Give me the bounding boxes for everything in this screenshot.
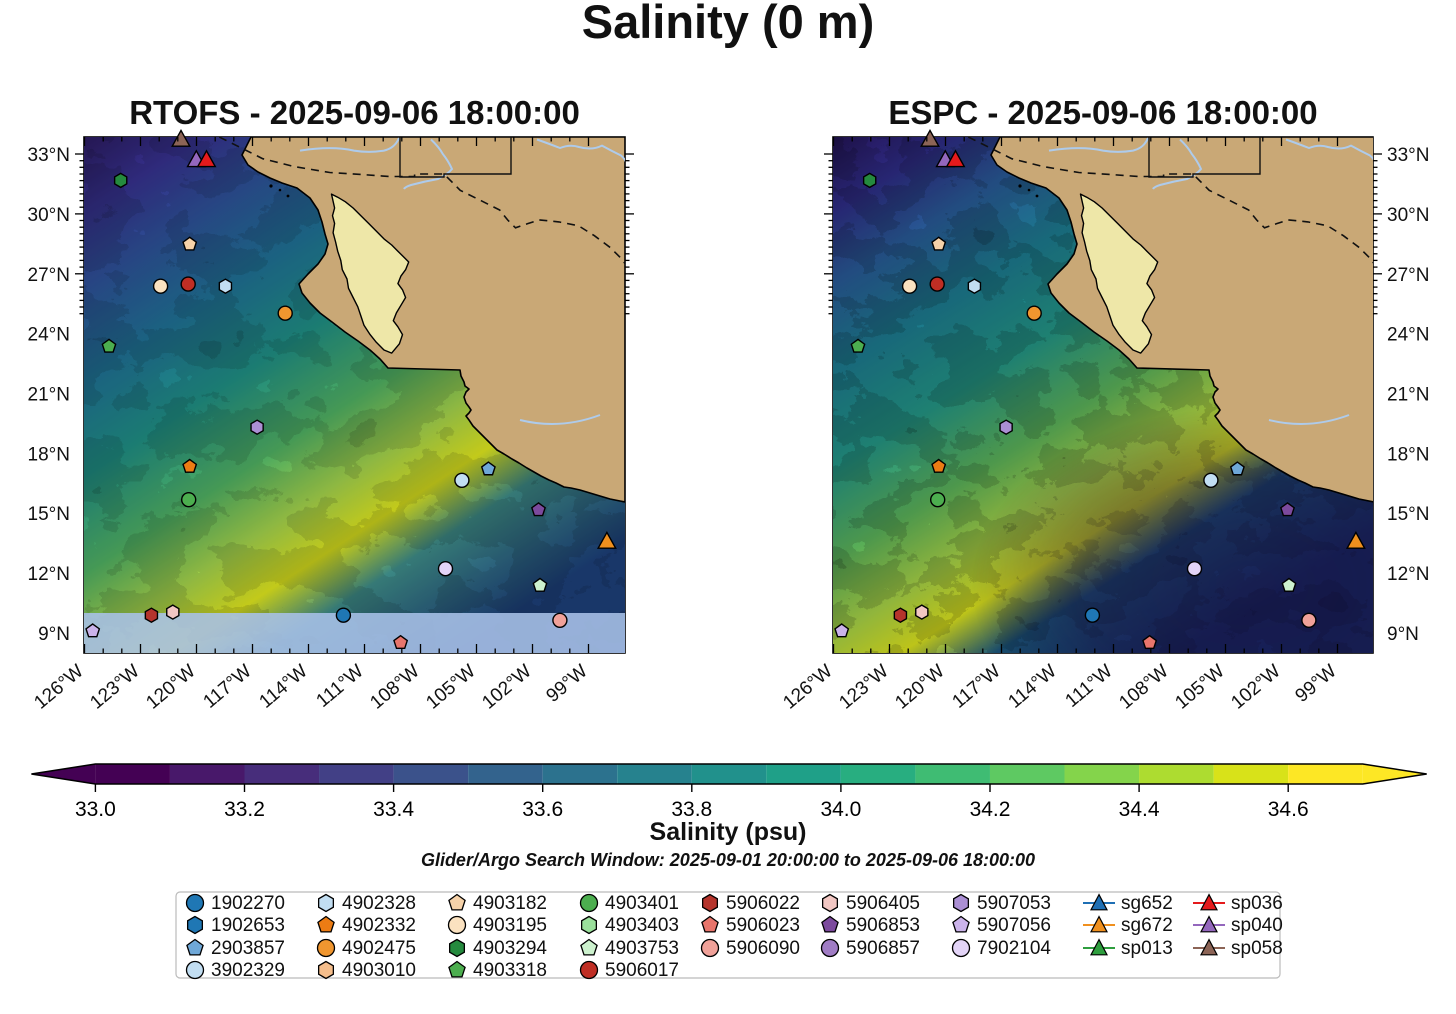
svg-text:18°N: 18°N bbox=[1387, 444, 1429, 465]
svg-text:102°W: 102°W bbox=[1227, 661, 1284, 714]
svg-text:5906022: 5906022 bbox=[726, 893, 800, 914]
svg-text:9°N: 9°N bbox=[1387, 624, 1419, 645]
svg-text:33.8: 33.8 bbox=[671, 798, 712, 821]
svg-text:4902332: 4902332 bbox=[342, 915, 416, 936]
svg-text:5906090: 5906090 bbox=[726, 938, 800, 959]
svg-text:7902104: 7902104 bbox=[977, 938, 1051, 959]
svg-text:sg672: sg672 bbox=[1121, 915, 1173, 936]
svg-text:99°W: 99°W bbox=[542, 661, 591, 707]
svg-text:33.6: 33.6 bbox=[522, 798, 563, 821]
svg-text:sp040: sp040 bbox=[1231, 915, 1283, 936]
svg-text:108°W: 108°W bbox=[1115, 661, 1172, 714]
svg-text:9°N: 9°N bbox=[38, 624, 70, 645]
svg-text:4903318: 4903318 bbox=[473, 960, 547, 981]
svg-text:34.4: 34.4 bbox=[1119, 798, 1160, 821]
svg-text:4903294: 4903294 bbox=[473, 938, 547, 959]
svg-text:5907053: 5907053 bbox=[977, 893, 1051, 914]
svg-text:5906853: 5906853 bbox=[846, 915, 920, 936]
svg-text:99°W: 99°W bbox=[1291, 661, 1340, 707]
svg-text:sp036: sp036 bbox=[1231, 893, 1283, 914]
svg-text:sg652: sg652 bbox=[1121, 893, 1173, 914]
svg-text:18°N: 18°N bbox=[28, 444, 70, 465]
svg-text:12°N: 12°N bbox=[28, 564, 70, 585]
svg-text:111°W: 111°W bbox=[1062, 661, 1117, 712]
svg-text:21°N: 21°N bbox=[28, 385, 70, 406]
svg-text:126°W: 126°W bbox=[779, 661, 836, 714]
svg-text:4903753: 4903753 bbox=[605, 938, 679, 959]
svg-text:27°N: 27°N bbox=[28, 265, 70, 286]
svg-text:102°W: 102°W bbox=[478, 661, 535, 714]
svg-text:3902329: 3902329 bbox=[211, 960, 285, 981]
svg-text:1902270: 1902270 bbox=[211, 893, 285, 914]
svg-text:5906405: 5906405 bbox=[846, 893, 920, 914]
svg-text:1902653: 1902653 bbox=[211, 915, 285, 936]
svg-text:120°W: 120°W bbox=[142, 661, 199, 714]
svg-text:5906023: 5906023 bbox=[726, 915, 800, 936]
svg-text:34.6: 34.6 bbox=[1268, 798, 1309, 821]
svg-text:2903857: 2903857 bbox=[211, 938, 285, 959]
svg-text:33°N: 33°N bbox=[28, 145, 70, 166]
svg-text:117°W: 117°W bbox=[948, 661, 1004, 713]
svg-text:5907056: 5907056 bbox=[977, 915, 1051, 936]
svg-text:34.0: 34.0 bbox=[820, 798, 861, 821]
svg-text:114°W: 114°W bbox=[1004, 661, 1060, 713]
svg-text:12°N: 12°N bbox=[1387, 564, 1429, 585]
svg-text:4903403: 4903403 bbox=[605, 915, 679, 936]
svg-text:33.4: 33.4 bbox=[373, 798, 414, 821]
svg-text:126°W: 126°W bbox=[30, 661, 87, 714]
svg-text:33°N: 33°N bbox=[1387, 145, 1429, 166]
svg-text:21°N: 21°N bbox=[1387, 385, 1429, 406]
svg-text:34.2: 34.2 bbox=[970, 798, 1011, 821]
svg-text:33.2: 33.2 bbox=[224, 798, 265, 821]
svg-text:114°W: 114°W bbox=[255, 661, 311, 713]
svg-text:30°N: 30°N bbox=[28, 205, 70, 226]
svg-text:30°N: 30°N bbox=[1387, 205, 1429, 226]
svg-text:5906017: 5906017 bbox=[605, 960, 679, 981]
svg-text:4902328: 4902328 bbox=[342, 893, 416, 914]
svg-text:sp058: sp058 bbox=[1231, 938, 1283, 959]
svg-text:105°W: 105°W bbox=[1171, 661, 1228, 714]
svg-text:5906857: 5906857 bbox=[846, 938, 920, 959]
svg-text:120°W: 120°W bbox=[891, 661, 948, 714]
svg-text:15°N: 15°N bbox=[1387, 504, 1429, 525]
svg-text:4903401: 4903401 bbox=[605, 893, 679, 914]
svg-text:4903195: 4903195 bbox=[473, 915, 547, 936]
svg-text:105°W: 105°W bbox=[422, 661, 479, 714]
svg-text:27°N: 27°N bbox=[1387, 265, 1429, 286]
svg-text:sp013: sp013 bbox=[1121, 938, 1173, 959]
svg-text:111°W: 111°W bbox=[313, 661, 368, 712]
svg-text:108°W: 108°W bbox=[366, 661, 423, 714]
svg-text:117°W: 117°W bbox=[199, 661, 255, 713]
svg-text:4902475: 4902475 bbox=[342, 938, 416, 959]
svg-text:123°W: 123°W bbox=[86, 661, 143, 714]
svg-text:24°N: 24°N bbox=[1387, 325, 1429, 346]
svg-text:24°N: 24°N bbox=[28, 325, 70, 346]
svg-text:123°W: 123°W bbox=[835, 661, 892, 714]
svg-text:4903182: 4903182 bbox=[473, 893, 547, 914]
svg-text:33.0: 33.0 bbox=[75, 798, 116, 821]
svg-text:4903010: 4903010 bbox=[342, 960, 416, 981]
svg-text:15°N: 15°N bbox=[28, 504, 70, 525]
